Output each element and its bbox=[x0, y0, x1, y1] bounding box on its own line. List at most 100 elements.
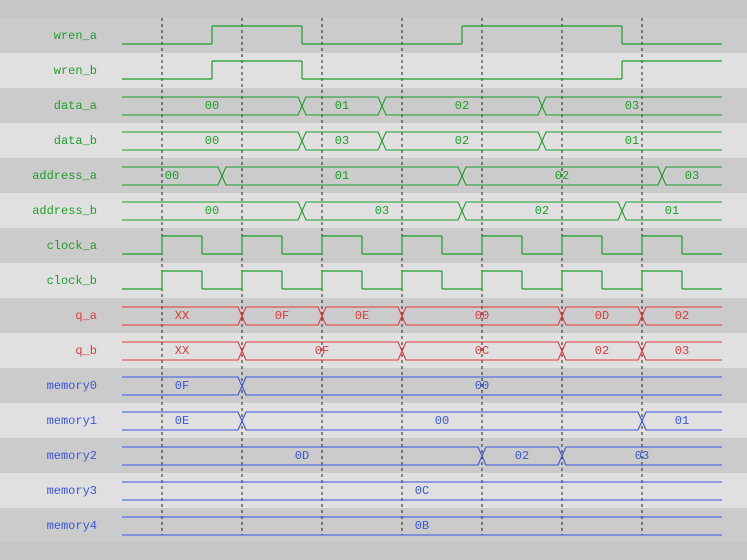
row-background bbox=[0, 88, 747, 123]
row-background bbox=[0, 53, 747, 88]
bus-value: 0C bbox=[475, 344, 489, 358]
bus-value: 02 bbox=[555, 169, 569, 183]
signal-name: memory2 bbox=[47, 449, 97, 463]
signal-name: address_a bbox=[32, 169, 97, 183]
bus-value: 02 bbox=[595, 344, 609, 358]
bus-segment bbox=[241, 376, 722, 396]
row-background bbox=[0, 298, 747, 333]
bus-value: 02 bbox=[455, 134, 469, 148]
bus-value: 0B bbox=[415, 519, 429, 533]
bus-segment bbox=[241, 411, 643, 431]
bus-value: 02 bbox=[675, 309, 689, 323]
bus-segment bbox=[461, 201, 623, 221]
bus-value: 03 bbox=[625, 99, 639, 113]
bus-value: 00 bbox=[435, 414, 449, 428]
bus-segment bbox=[641, 411, 722, 431]
bus-value: 00 bbox=[475, 309, 489, 323]
signal-name: q_a bbox=[75, 309, 97, 323]
bus-segment bbox=[122, 446, 483, 466]
row-background bbox=[0, 123, 747, 158]
bus-segment bbox=[381, 96, 543, 116]
bus-segment bbox=[561, 306, 643, 326]
bus-value: 02 bbox=[455, 99, 469, 113]
signal-name: wren_a bbox=[54, 29, 97, 43]
bus-value: 01 bbox=[625, 134, 639, 148]
bus-segment bbox=[461, 166, 663, 186]
bus-value: 02 bbox=[535, 204, 549, 218]
bus-segment bbox=[541, 96, 722, 116]
bus-segment bbox=[481, 446, 563, 466]
bus-value: 01 bbox=[335, 99, 349, 113]
bus-value: 01 bbox=[675, 414, 689, 428]
bus-value: 03 bbox=[635, 449, 649, 463]
bus-segment bbox=[221, 166, 463, 186]
signal-name: clock_a bbox=[47, 239, 97, 253]
bus-segment bbox=[122, 411, 243, 431]
bus-segment bbox=[122, 481, 722, 501]
bus-value: 0E bbox=[175, 414, 189, 428]
bus-segment bbox=[301, 201, 463, 221]
bus-segment bbox=[122, 131, 303, 151]
bus-value: 01 bbox=[335, 169, 349, 183]
row-background bbox=[0, 158, 747, 193]
row-background bbox=[0, 333, 747, 368]
bus-segment bbox=[541, 131, 722, 151]
row-background bbox=[0, 473, 747, 508]
bus-value: 00 bbox=[205, 134, 219, 148]
row-background bbox=[0, 18, 747, 53]
bus-value: 03 bbox=[335, 134, 349, 148]
bus-value: 0F bbox=[275, 309, 289, 323]
bus-value: XX bbox=[175, 344, 189, 358]
bus-value: XX bbox=[175, 309, 189, 323]
bus-value: 03 bbox=[675, 344, 689, 358]
bus-segment bbox=[401, 306, 563, 326]
bus-segment bbox=[241, 306, 323, 326]
bus-value: 00 bbox=[475, 379, 489, 393]
bus-value: 0F bbox=[315, 344, 329, 358]
bus-value: 0F bbox=[175, 379, 189, 393]
bus-segment bbox=[321, 306, 403, 326]
signal-name: memory0 bbox=[47, 379, 97, 393]
bus-value: 02 bbox=[515, 449, 529, 463]
bus-segment bbox=[561, 446, 722, 466]
bus-value: 03 bbox=[375, 204, 389, 218]
signal-name: clock_b bbox=[47, 274, 97, 288]
bus-value: 00 bbox=[205, 99, 219, 113]
bus-segment bbox=[641, 341, 722, 361]
bus-value: 01 bbox=[665, 204, 679, 218]
signal-name: memory1 bbox=[47, 414, 97, 428]
signal-name: q_b bbox=[75, 344, 97, 358]
bus-segment bbox=[122, 306, 243, 326]
bus-value: 0D bbox=[595, 309, 609, 323]
bus-segment bbox=[661, 166, 722, 186]
signal-name: memory3 bbox=[47, 484, 97, 498]
row-background bbox=[0, 263, 747, 298]
row-background bbox=[0, 228, 747, 263]
bus-segment bbox=[561, 341, 643, 361]
bus-segment bbox=[122, 341, 243, 361]
bus-value: 0D bbox=[295, 449, 309, 463]
bus-value: 03 bbox=[685, 169, 699, 183]
bus-segment bbox=[122, 516, 722, 536]
bus-segment bbox=[641, 306, 722, 326]
signal-name: data_b bbox=[54, 134, 97, 148]
row-background bbox=[0, 438, 747, 473]
bus-segment bbox=[301, 96, 383, 116]
signal-name: wren_b bbox=[54, 64, 97, 78]
bus-segment bbox=[301, 131, 383, 151]
bus-value: 0C bbox=[415, 484, 429, 498]
bus-value: 00 bbox=[165, 169, 179, 183]
bus-value: 00 bbox=[205, 204, 219, 218]
bus-segment bbox=[122, 96, 303, 116]
bus-segment bbox=[122, 376, 243, 396]
bus-segment bbox=[381, 131, 543, 151]
row-background bbox=[0, 193, 747, 228]
signal-name: memory4 bbox=[47, 519, 97, 533]
bus-segment bbox=[122, 166, 223, 186]
row-background bbox=[0, 368, 747, 403]
signal-name: address_b bbox=[32, 204, 97, 218]
bus-segment bbox=[241, 341, 403, 361]
row-background bbox=[0, 403, 747, 438]
